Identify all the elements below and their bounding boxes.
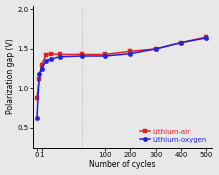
Lithium-oxygen bbox=[49, 58, 52, 60]
Lithium-air bbox=[81, 53, 83, 55]
Legend: Lithium-air, Lithium-oxygen: Lithium-air, Lithium-oxygen bbox=[138, 128, 209, 144]
Lithium-oxygen bbox=[58, 56, 61, 58]
Lithium-oxygen bbox=[38, 73, 41, 75]
Lithium-air bbox=[154, 48, 157, 50]
Lithium-oxygen bbox=[129, 53, 132, 55]
Y-axis label: Polarization gap (V): Polarization gap (V) bbox=[5, 39, 14, 114]
Lithium-oxygen bbox=[40, 68, 43, 70]
Lithium-air bbox=[58, 53, 61, 55]
Lithium-oxygen bbox=[45, 60, 47, 62]
Lithium-air bbox=[104, 53, 106, 55]
Lithium-air bbox=[38, 78, 41, 80]
Lithium-air bbox=[36, 97, 38, 99]
Line: Lithium-oxygen: Lithium-oxygen bbox=[35, 36, 209, 120]
Lithium-air bbox=[205, 36, 208, 38]
Lithium-oxygen bbox=[205, 37, 208, 39]
Lithium-oxygen bbox=[36, 117, 38, 119]
Lithium-air bbox=[49, 53, 52, 55]
Lithium-air bbox=[180, 42, 182, 44]
Lithium-oxygen bbox=[104, 55, 106, 57]
Lithium-oxygen bbox=[180, 42, 182, 44]
Lithium-oxygen bbox=[154, 48, 157, 50]
Line: Lithium-air: Lithium-air bbox=[35, 35, 209, 100]
Lithium-air bbox=[40, 64, 43, 66]
X-axis label: Number of cycles: Number of cycles bbox=[89, 160, 156, 169]
Lithium-air bbox=[129, 50, 132, 52]
Lithium-oxygen bbox=[81, 55, 83, 57]
Lithium-air bbox=[45, 54, 47, 56]
